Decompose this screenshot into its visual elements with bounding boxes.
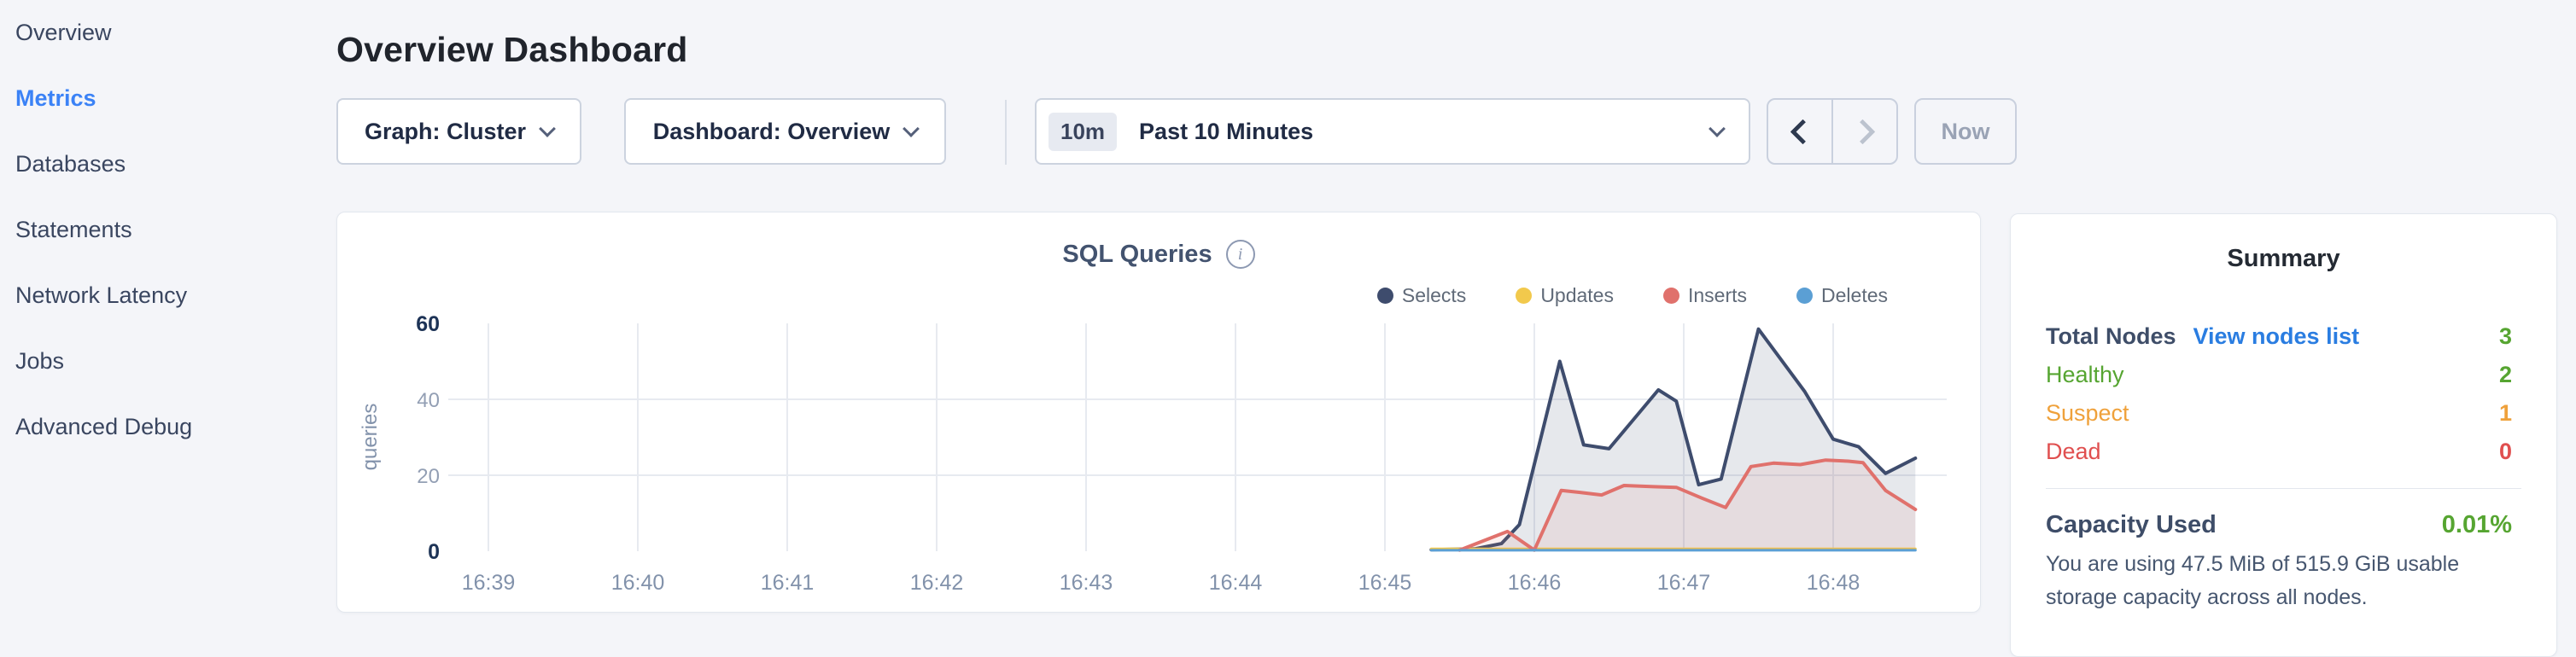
summary-title: Summary (2227, 245, 2340, 272)
series-line-selects (1429, 327, 1918, 552)
time-range-value: Past 10 Minutes (1139, 118, 1314, 144)
now-button[interactable]: Now (1914, 98, 2017, 165)
y-tick-label: 0 (428, 540, 440, 564)
next-time-button[interactable] (1831, 100, 1896, 163)
summary-row-healthy: Healthy 2 (2046, 356, 2512, 394)
x-tick-label: 16:46 (1508, 571, 1562, 595)
sidebar-item-statements[interactable]: Statements (15, 217, 132, 242)
y-tick-label: 20 (417, 465, 440, 488)
y-axis-title: queries (359, 404, 382, 471)
sidebar-nav: Overview Metrics Databases Statements Networ… (0, 0, 290, 623)
time-range-dropdown[interactable]: 10m Past 10 Minutes (1035, 98, 1750, 165)
summary-row-value: 3 (2498, 323, 2512, 349)
dashboard-dropdown[interactable]: Dashboard: Overview (624, 98, 946, 165)
x-tick-label: 16:40 (611, 571, 665, 595)
legend-label: Selects (1401, 284, 1467, 306)
capacity-description: You are using 47.5 MiB of 515.9 GiB usab… (2046, 552, 2460, 609)
summary-row-suspect: Suspect 1 (2046, 394, 2512, 433)
legend-item-selects[interactable]: Selects (1376, 284, 1467, 307)
info-icon[interactable]: i (1225, 240, 1255, 269)
x-tick-label: 16:42 (910, 571, 964, 595)
sql-queries-chart-card: SQL Queries i Selects Updates Inserts Delet… (336, 212, 1981, 613)
series-area-inserts (1459, 460, 1916, 551)
dashboard-dropdown-label: Dashboard: Overview (652, 118, 891, 144)
sidebar-item-network-latency[interactable]: Network Latency (15, 282, 188, 308)
summary-panel: Summary Total Nodes View nodes list 3 Healt… (2010, 213, 2557, 657)
summary-row-label: Total Nodes (2046, 323, 2176, 349)
chevron-down-icon (539, 120, 556, 137)
capacity-used-value: 0.01% (2441, 511, 2512, 538)
chart-title: SQL Queries (1062, 240, 1212, 268)
x-tick-label: 16:43 (1060, 571, 1113, 595)
sidebar-item-databases[interactable]: Databases (15, 151, 126, 177)
time-step-button-group (1767, 98, 1898, 165)
page-title: Overview Dashboard (336, 30, 688, 70)
x-tick-label: 16:44 (1209, 571, 1263, 595)
legend-label: Inserts (1687, 284, 1748, 306)
summary-row-label: Dead (2046, 439, 2101, 464)
sidebar-item-metrics[interactable]: Metrics (15, 85, 96, 111)
summary-row-label: Healthy (2046, 362, 2124, 387)
y-tick-label: 40 (417, 389, 440, 412)
summary-row-dead: Dead 0 (2046, 433, 2512, 471)
sidebar-item-advanced-debug[interactable]: Advanced Debug (15, 414, 193, 439)
summary-row-value: 2 (2498, 362, 2512, 387)
legend-dot-icon (1516, 288, 1533, 304)
graph-type-dropdown-label: Graph: Cluster (364, 118, 527, 144)
series-area-selects (1431, 328, 1916, 551)
x-tick-label: 16:41 (761, 571, 815, 595)
chevron-right-icon (1849, 119, 1875, 144)
time-range-badge: 10m (1049, 112, 1118, 151)
legend-item-inserts[interactable]: Inserts (1662, 284, 1748, 307)
chevron-down-icon (1709, 120, 1726, 137)
x-tick-label: 16:47 (1657, 571, 1711, 595)
summary-divider (2046, 488, 2521, 489)
summary-row-value: 0 (2498, 439, 2512, 464)
capacity-used-label: Capacity Used (2046, 511, 2217, 538)
legend-item-updates[interactable]: Updates (1516, 284, 1614, 307)
controls-divider (1005, 100, 1007, 165)
prev-time-button[interactable] (1768, 100, 1831, 163)
series-line-inserts (1457, 458, 1918, 552)
legend-dot-icon (1796, 288, 1814, 304)
legend-dot-icon (1662, 288, 1679, 304)
summary-row-label: Suspect (2046, 400, 2129, 426)
summary-row-total-nodes: Total Nodes View nodes list 3 (2046, 317, 2512, 356)
y-tick-label: 60 (416, 312, 440, 336)
x-tick-label: 16:39 (462, 571, 516, 595)
x-tick-label: 16:45 (1358, 571, 1412, 595)
chart-legend: Selects Updates Inserts Deletes (1376, 284, 1888, 307)
x-tick-label: 16:48 (1807, 571, 1860, 595)
legend-label: Updates (1540, 284, 1614, 306)
legend-item-deletes[interactable]: Deletes (1796, 284, 1888, 307)
legend-label: Deletes (1821, 284, 1888, 306)
summary-row-value: 1 (2498, 400, 2512, 426)
chevron-left-icon (1790, 119, 1815, 144)
sql-queries-chart[interactable]: 16:39 16:40 16:41 16:42 16:43 16:44 16:45 16:46… (337, 212, 1982, 613)
graph-type-dropdown[interactable]: Graph: Cluster (336, 98, 581, 165)
legend-dot-icon (1376, 288, 1393, 304)
sidebar-item-jobs[interactable]: Jobs (15, 348, 65, 374)
sidebar-item-overview[interactable]: Overview (15, 20, 112, 45)
view-nodes-list-link[interactable]: View nodes list (2193, 323, 2360, 349)
chevron-down-icon (902, 120, 920, 137)
